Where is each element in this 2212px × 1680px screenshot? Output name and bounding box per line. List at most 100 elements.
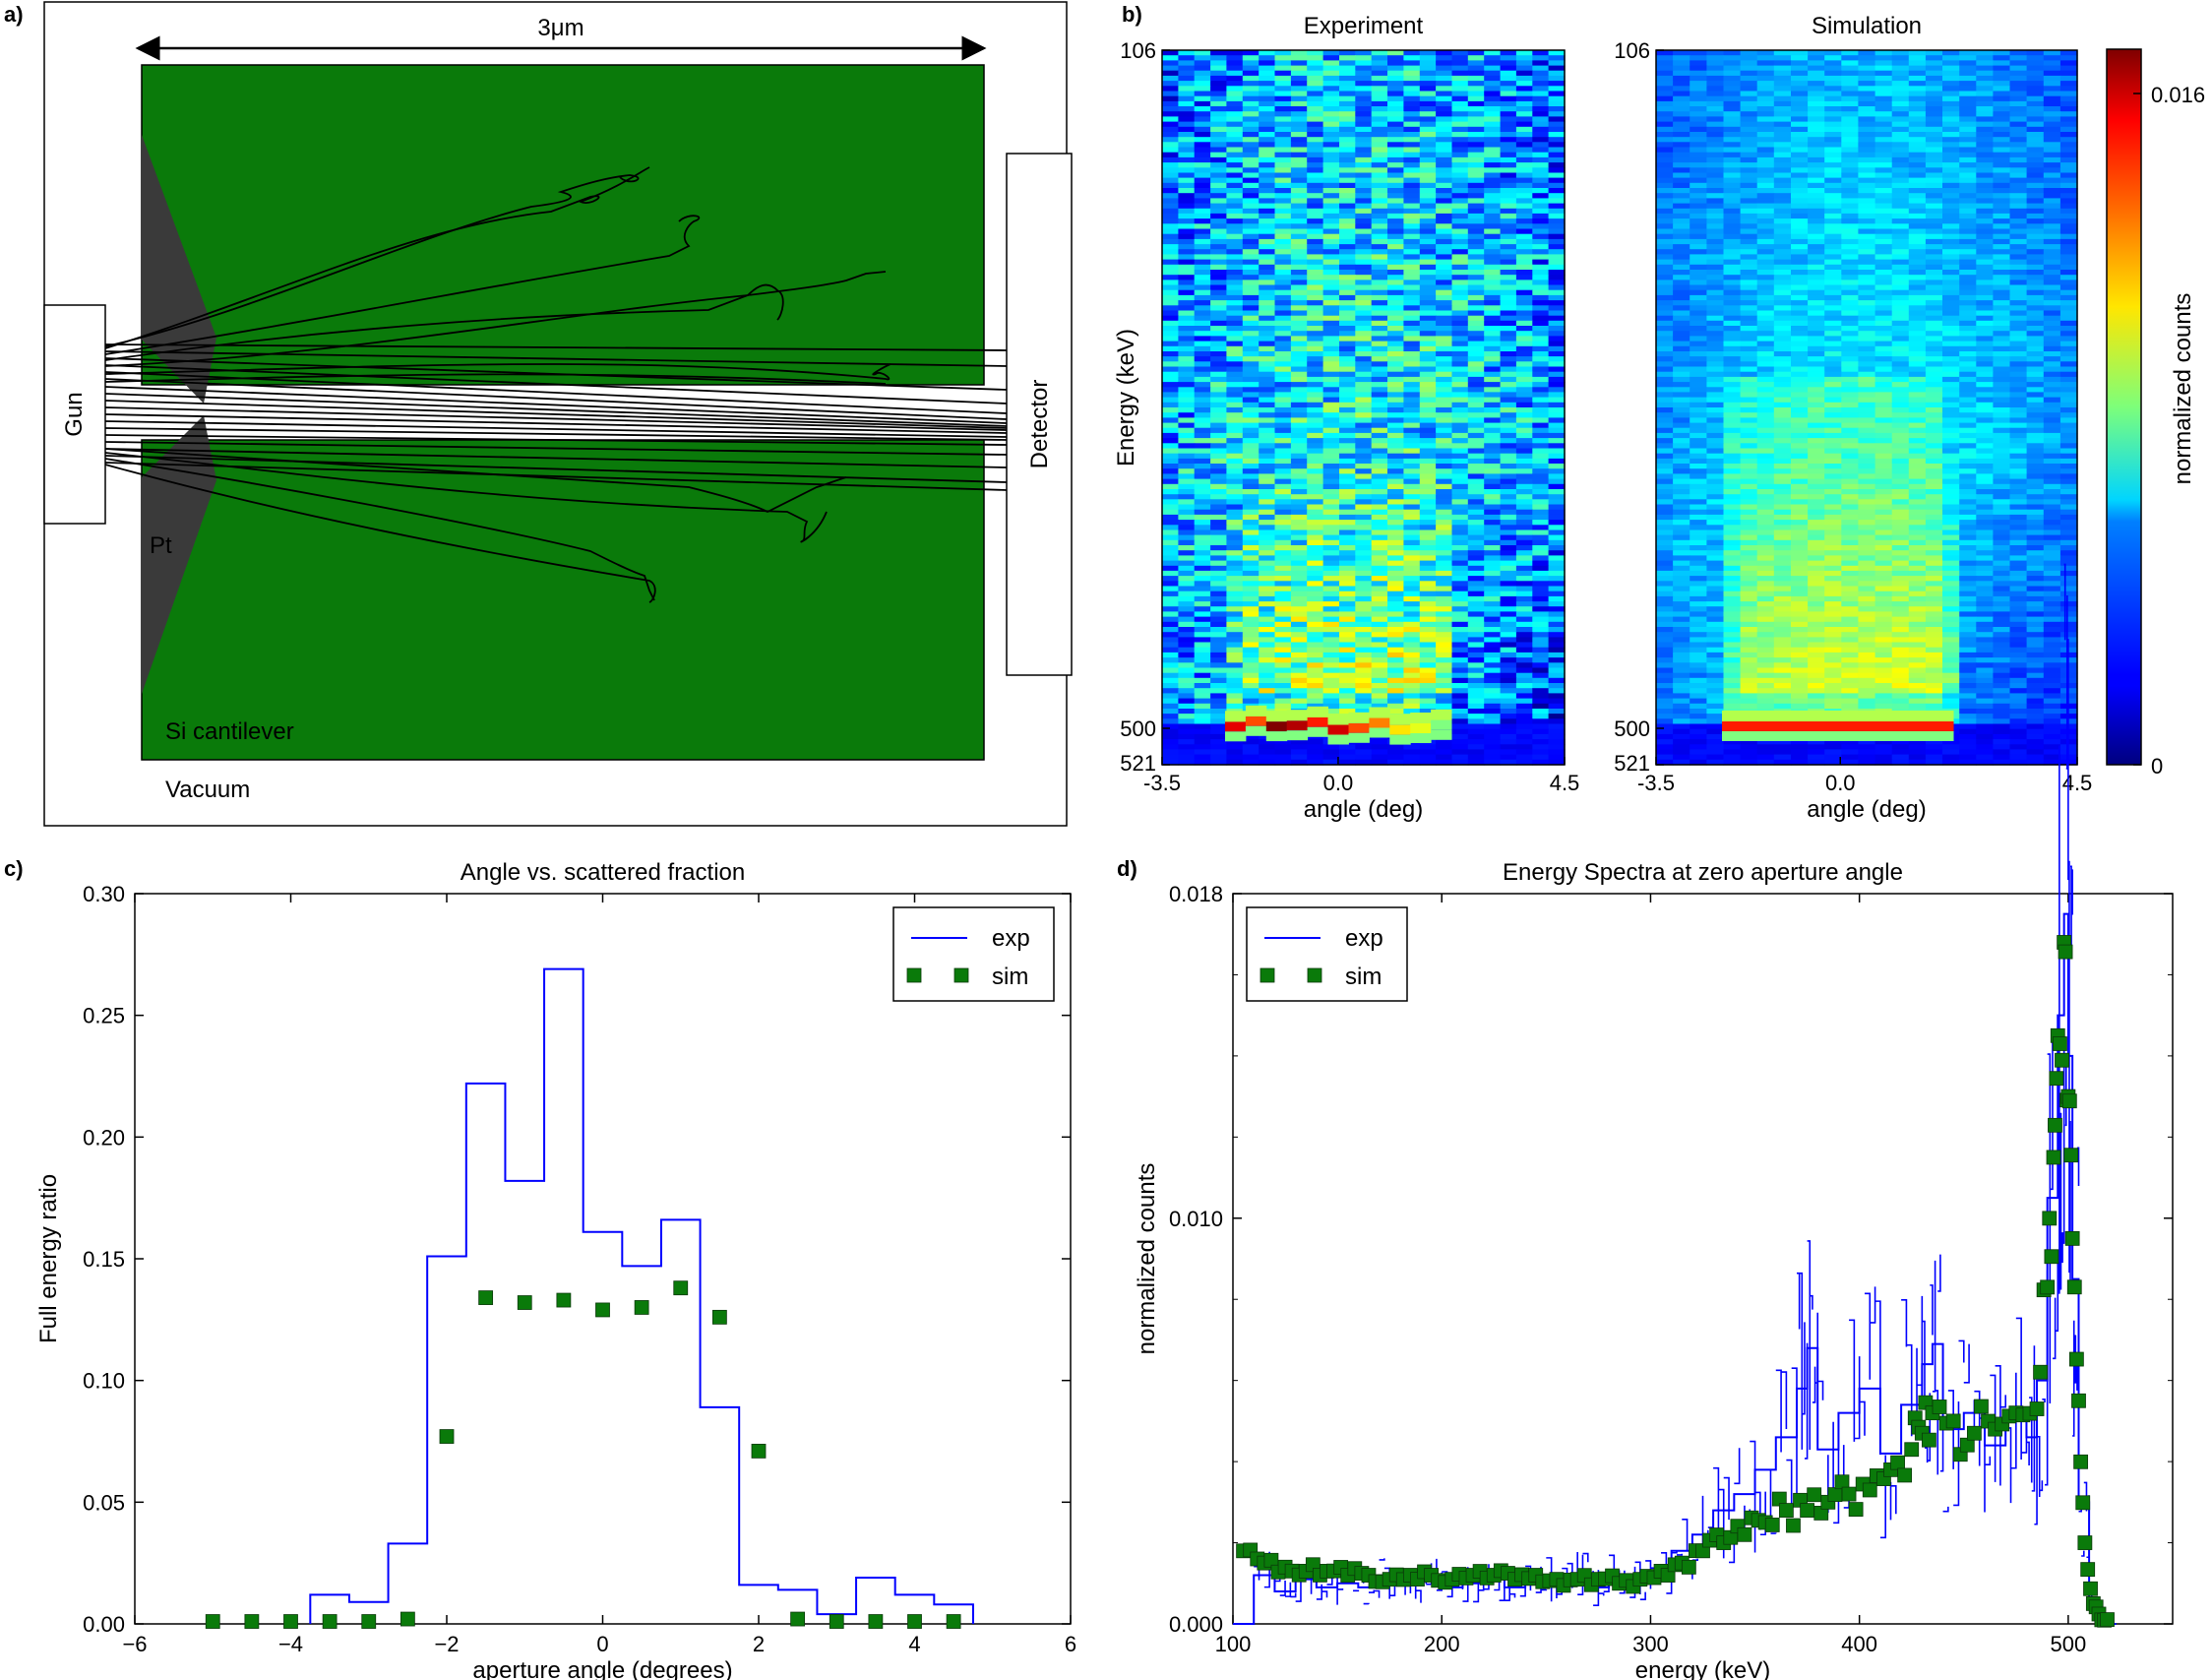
heatmap-cell: [1484, 177, 1502, 184]
heatmap-cell: [1740, 218, 1758, 224]
heatmap-cell: [1451, 111, 1469, 117]
heatmap-cell: [1290, 464, 1308, 469]
heatmap-cell: [1322, 621, 1340, 628]
heatmap-cell: [1791, 275, 1809, 280]
heatmap-cell: [1515, 254, 1533, 261]
heatmap-cell: [1656, 55, 1674, 61]
heatmap-cell: [1242, 315, 1260, 322]
heatmap-cell: [1307, 366, 1324, 373]
heatmap-cell: [1467, 458, 1485, 465]
heatmap-cell: [1740, 264, 1758, 271]
heatmap-cell: [1451, 545, 1469, 551]
heatmap-cell: [1500, 126, 1517, 133]
heatmap-cell: [1484, 672, 1502, 679]
heatmap-cell: [1959, 91, 1977, 97]
heatmap-cell: [1419, 402, 1437, 408]
heatmap-cell: [2009, 91, 2028, 97]
heatmap-cell: [1942, 106, 1960, 112]
heatmap-cell: [1925, 208, 1943, 215]
heatmap-cell: [1210, 728, 1228, 735]
heatmap-cell: [1532, 709, 1550, 715]
heatmap-cell: [1210, 244, 1228, 250]
heatmap-cell: [1322, 345, 1340, 352]
heatmap-cell: [1371, 366, 1388, 373]
heatmap-cell: [1673, 86, 1690, 93]
heatmap-cell: [1467, 407, 1485, 413]
heatmap-cell: [1500, 341, 1517, 347]
heatmap-cell: [1436, 520, 1453, 526]
heatmap-peak-halo: [1245, 705, 1267, 716]
heatmap-cell: [1194, 672, 1211, 679]
heatmap-cell: [1773, 116, 1792, 123]
heatmap-cell: [1307, 162, 1324, 168]
heatmap-cell: [1500, 453, 1517, 460]
heatmap-cell: [1322, 289, 1340, 296]
heatmap-cell: [1451, 188, 1469, 194]
heatmap-cell: [1403, 137, 1421, 143]
heatmap-cell: [1242, 310, 1260, 317]
heatmap-cell: [1500, 489, 1517, 495]
heatmap-cell: [1773, 320, 1792, 327]
heatmap-cell: [1467, 351, 1485, 357]
heatmap-cell: [1993, 137, 2011, 143]
heatmap-cell: [1307, 95, 1324, 102]
heatmap-cell: [1451, 182, 1469, 189]
heatmap-cell: [1371, 422, 1388, 429]
heatmap-cell: [1339, 218, 1356, 224]
heatmap-cell: [1210, 749, 1228, 756]
heatmap-cell: [1451, 632, 1469, 638]
heatmap-cell: [1290, 611, 1308, 618]
heatmap-cell: [1673, 177, 1690, 184]
heatmap-cell: [1548, 223, 1566, 230]
heatmap-cell: [1467, 126, 1485, 133]
heatmap-cell: [1993, 254, 2011, 261]
heatmap-cell: [1451, 427, 1469, 434]
heatmap-cell: [1451, 529, 1469, 536]
heatmap-cell: [1307, 621, 1324, 628]
heatmap-cell: [1403, 208, 1421, 215]
heatmap-cell: [1808, 156, 1825, 163]
heatmap-cell: [1178, 106, 1196, 112]
heatmap-cell: [1371, 65, 1388, 72]
heatmap-cell: [1242, 581, 1260, 588]
heatmap-cell: [2009, 116, 2028, 123]
heatmap-cell: [1403, 70, 1421, 77]
heatmap-cell: [1194, 667, 1211, 674]
heatmap-cell: [1387, 611, 1404, 618]
heatmap-cell: [1993, 275, 2011, 280]
heatmap-cell: [1194, 514, 1211, 521]
heatmap-cell: [1993, 188, 2011, 194]
heatmap-cell: [1339, 356, 1356, 362]
heatmap-cell: [1942, 280, 1960, 286]
heatmap-cell: [1210, 156, 1228, 163]
heatmap-cell: [1290, 677, 1308, 684]
heatmap-cell: [1500, 688, 1517, 694]
heatmap-cell: [1532, 632, 1550, 638]
heatmap-cell: [1162, 91, 1179, 97]
heatmap-cell: [1194, 249, 1211, 255]
heatmap-cell: [1290, 397, 1308, 404]
heatmap-cell: [1791, 244, 1809, 250]
heatmap-cell: [1500, 198, 1517, 205]
heatmap-cell: [1484, 754, 1502, 761]
heatmap-cell: [1436, 55, 1453, 61]
heatmap-cell: [2009, 315, 2028, 322]
heatmap-cell: [1436, 126, 1453, 133]
heatmap-cell: [1993, 233, 2011, 240]
heatmap-cell: [1959, 320, 1977, 327]
heatmap-cell: [1808, 70, 1825, 77]
heatmap-cell: [1993, 213, 2011, 219]
heatmap-cell: [1908, 188, 1927, 194]
heatmap-cell: [1874, 81, 1893, 87]
heatmap-cell: [1532, 672, 1550, 679]
heatmap-cell: [1210, 754, 1228, 761]
heatmap-cell: [2026, 121, 2045, 128]
heatmap-cell: [1808, 275, 1825, 280]
heatmap-cell: [1226, 616, 1244, 623]
heatmap-cell: [1532, 275, 1550, 280]
heatmap-cell: [1210, 249, 1228, 255]
heatmap-cell: [1500, 142, 1517, 149]
heatmap-cell: [1515, 514, 1533, 521]
heatmap-cell: [1403, 443, 1421, 450]
heatmap-cell: [1322, 677, 1340, 684]
